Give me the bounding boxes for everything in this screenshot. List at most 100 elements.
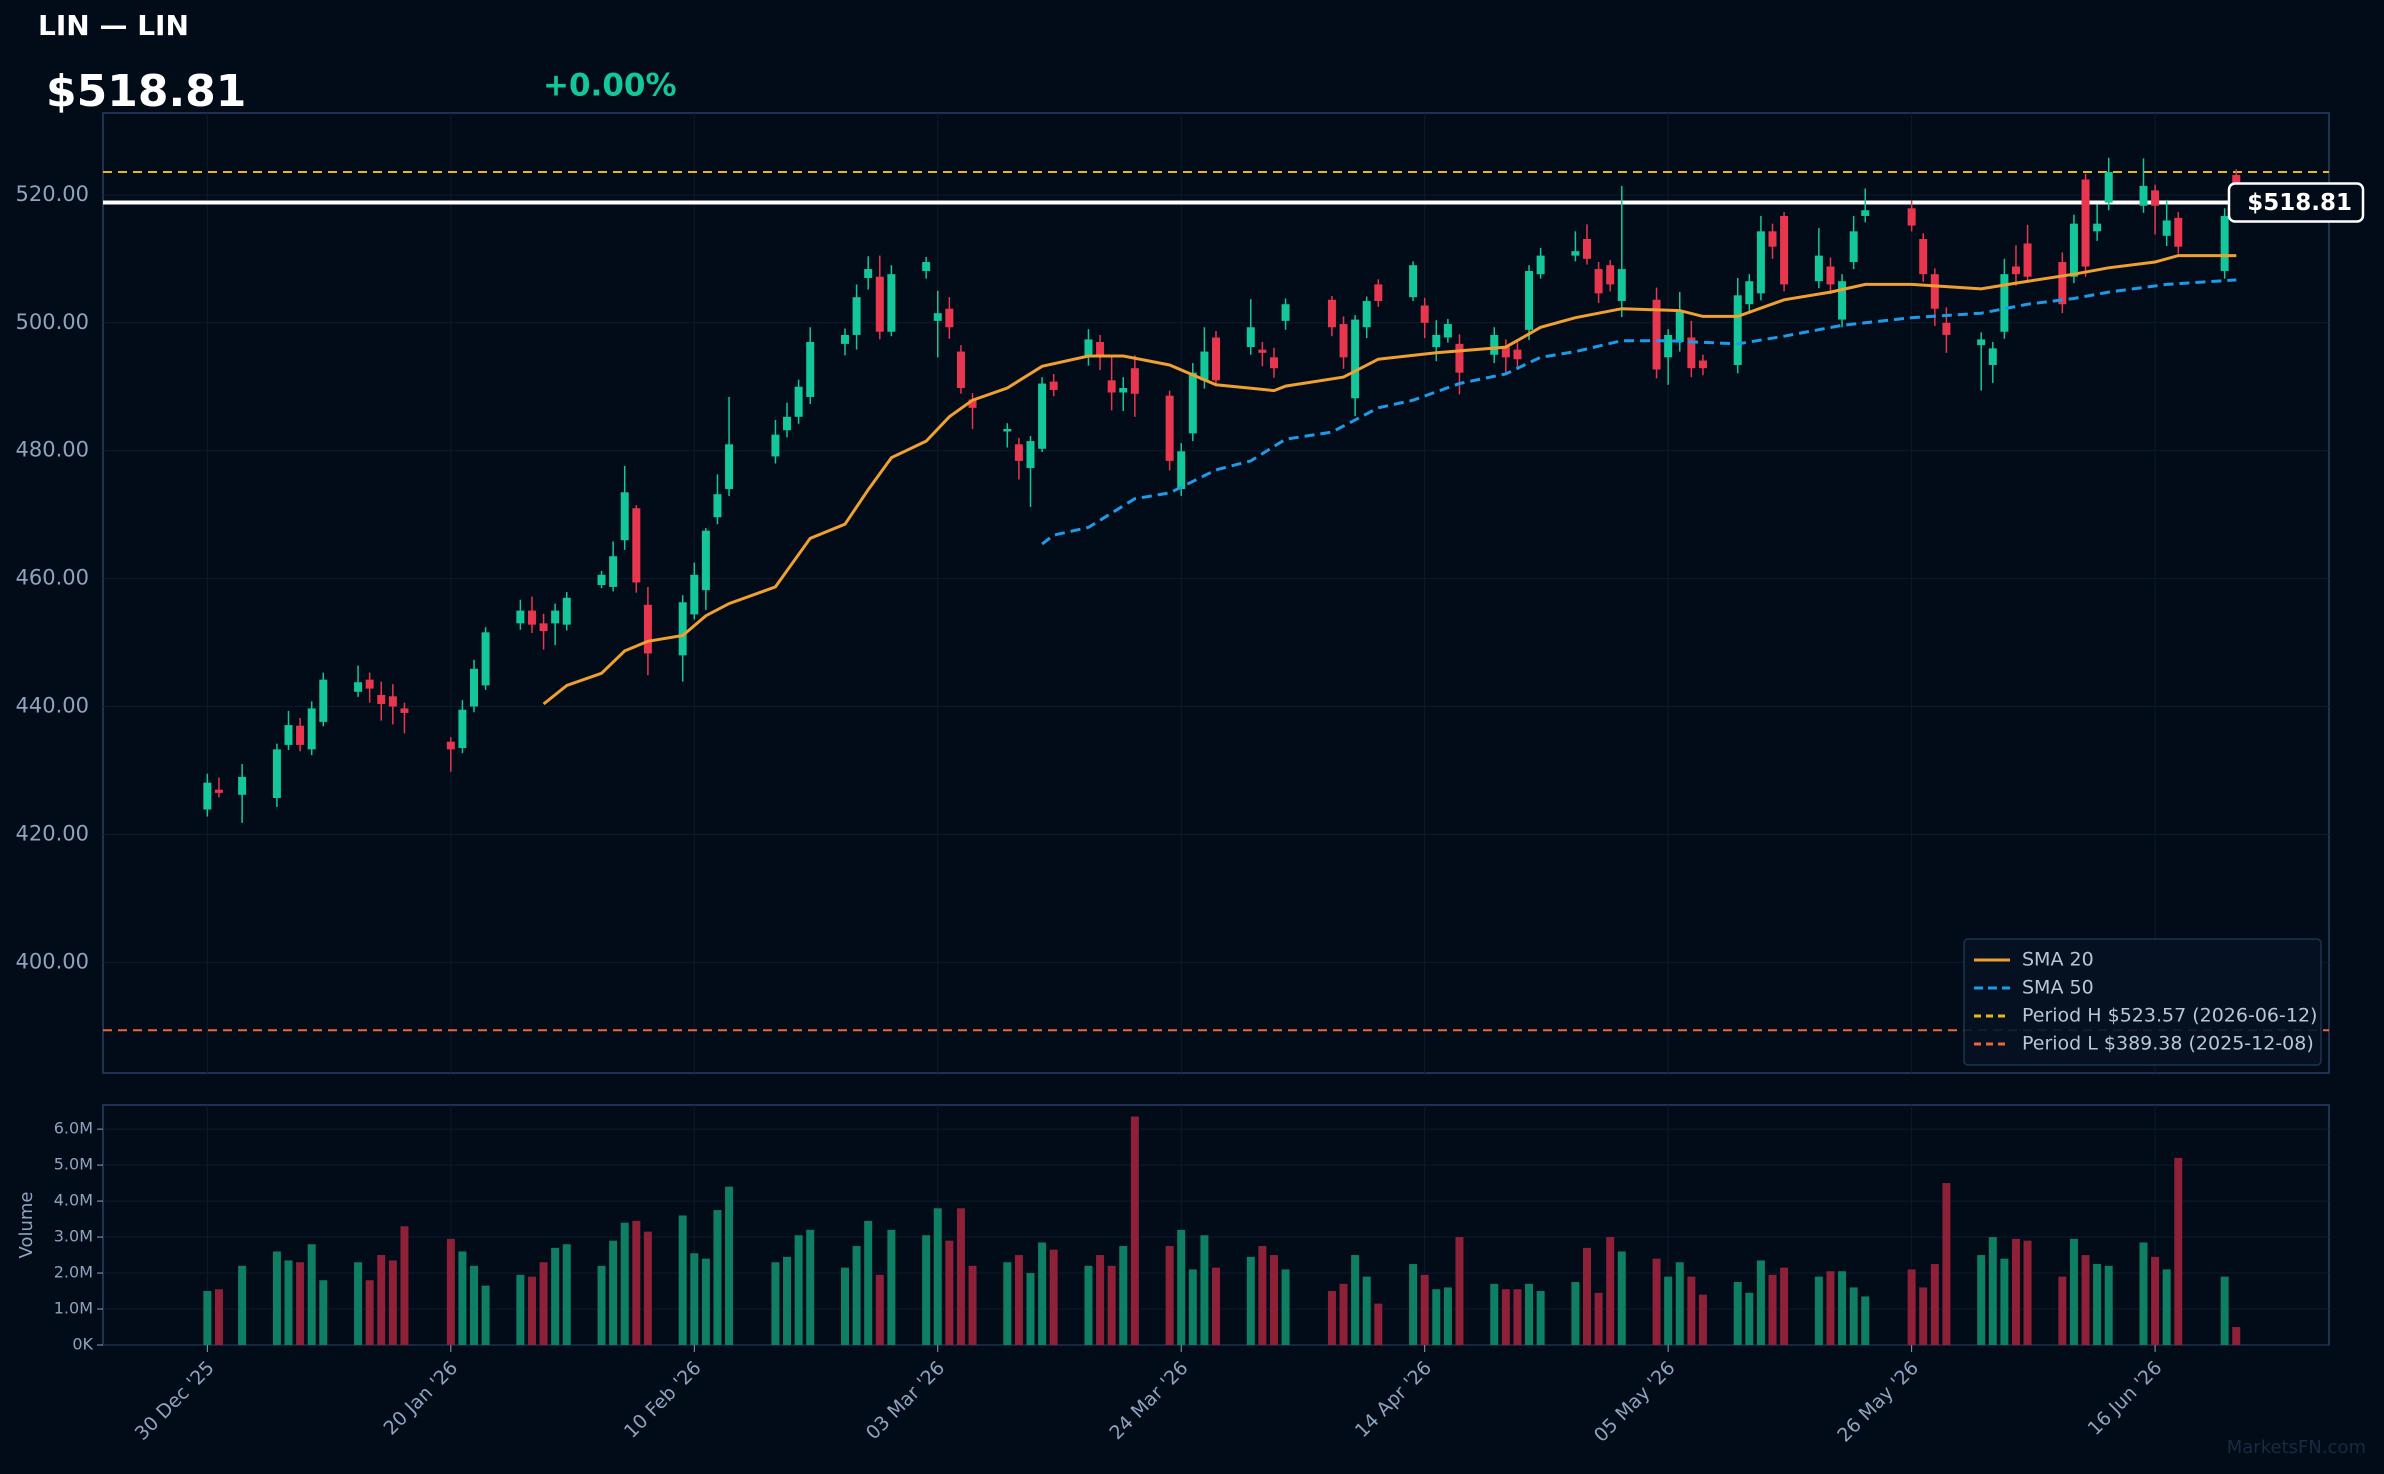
- candle-body: [1258, 349, 1267, 353]
- volume-bar: [841, 1267, 849, 1345]
- volume-bar: [1687, 1276, 1696, 1345]
- volume-bar: [968, 1265, 977, 1345]
- candle-body: [933, 313, 942, 321]
- volume-bar: [1919, 1287, 1928, 1345]
- candle-body: [400, 708, 409, 713]
- candle-body: [1212, 337, 1220, 381]
- candle-body: [354, 682, 363, 692]
- candle-body: [1420, 305, 1429, 323]
- volume-bar: [2232, 1327, 2241, 1345]
- candle-body: [2104, 172, 2113, 203]
- volume-bar: [527, 1276, 536, 1345]
- volume-bar: [1977, 1255, 1986, 1345]
- candle-body: [377, 695, 386, 704]
- candle-body: [1617, 269, 1626, 302]
- volume-tick-label: 4.0M: [54, 1191, 93, 1210]
- volume-bar: [1339, 1283, 1348, 1345]
- candle-body: [1907, 208, 1916, 226]
- volume-bar: [1432, 1289, 1441, 1345]
- candle-body: [272, 749, 281, 798]
- volume-tick-label: 2.0M: [54, 1263, 93, 1282]
- watermark: MarketsFN.com: [2227, 1437, 2366, 1458]
- volume-bar: [1269, 1255, 1278, 1345]
- candle-body: [1014, 444, 1023, 461]
- volume-bar: [887, 1229, 896, 1345]
- candle-body: [1768, 231, 1777, 247]
- volume-bar: [284, 1260, 293, 1345]
- volume-bar: [1675, 1262, 1684, 1345]
- candle-body: [2151, 190, 2160, 206]
- candle-body: [1130, 368, 1139, 394]
- candle-body: [632, 508, 641, 583]
- candle-body: [2000, 274, 2009, 332]
- volume-bar: [562, 1244, 571, 1345]
- volume-bar: [1084, 1265, 1093, 1345]
- candle-body: [968, 399, 977, 408]
- volume-bar: [319, 1280, 328, 1345]
- ticker-title: LIN — LIN: [38, 9, 189, 42]
- volume-bar: [1861, 1296, 1870, 1345]
- price-tag: $518.81: [2247, 190, 2352, 216]
- indicator-line: [1041, 278, 2237, 546]
- volume-bar: [725, 1186, 734, 1345]
- volume-bar: [643, 1231, 652, 1345]
- volume-bar: [933, 1208, 942, 1345]
- candle-body: [562, 597, 571, 625]
- candle-body: [1838, 281, 1847, 320]
- y-tick-label: 520.00: [16, 182, 89, 206]
- volume-bar: [1942, 1183, 1951, 1345]
- volume-bar: [875, 1274, 884, 1345]
- candle-body: [1513, 349, 1522, 360]
- volume-bar: [678, 1215, 687, 1345]
- indicator-line: [542, 254, 2237, 706]
- legend-box: [1963, 938, 2322, 1066]
- volume-bar: [516, 1274, 525, 1345]
- candle-body: [1698, 360, 1707, 369]
- candle-body: [1096, 341, 1105, 358]
- candle-body: [794, 386, 803, 417]
- volume-bar: [1756, 1260, 1765, 1345]
- candle-body: [1443, 324, 1452, 338]
- candle-body: [1177, 451, 1186, 490]
- volume-bar: [1014, 1255, 1023, 1345]
- candle-body: [1919, 238, 1928, 275]
- candle-body: [1571, 251, 1580, 256]
- candle-body: [783, 416, 792, 431]
- candle-body: [2069, 223, 2078, 277]
- candle-body: [875, 276, 884, 332]
- volume-bar: [690, 1253, 699, 1345]
- candle-body: [1188, 372, 1197, 434]
- volume-bar: [1246, 1256, 1255, 1345]
- candle-body: [678, 602, 687, 656]
- candle-body: [1327, 299, 1336, 328]
- volume-bar: [388, 1260, 397, 1345]
- volume-bar: [470, 1265, 478, 1345]
- price-change: +0.00%: [543, 68, 677, 104]
- volume-bar: [1501, 1289, 1510, 1345]
- candle-body: [1606, 265, 1615, 285]
- volume-bar: [1571, 1282, 1580, 1345]
- volume-bar: [238, 1265, 247, 1345]
- volume-tick-label: 5.0M: [54, 1155, 93, 1174]
- volume-bar: [1988, 1237, 1997, 1345]
- volume-tick-label: 1.0M: [54, 1299, 93, 1318]
- candle-body: [1756, 231, 1765, 294]
- candle-body: [365, 679, 374, 689]
- candle-body: [1490, 334, 1499, 355]
- volume-bar: [1119, 1246, 1128, 1345]
- candle-body: [296, 725, 305, 745]
- volume-bar: [272, 1251, 281, 1345]
- volume-bar: [1049, 1249, 1058, 1345]
- candle-body: [1281, 304, 1290, 321]
- volume-bar: [632, 1220, 641, 1345]
- volume-bar: [1536, 1291, 1545, 1345]
- volume-bar: [2104, 1265, 2113, 1345]
- volume-bar: [597, 1265, 606, 1345]
- volume-bar: [1606, 1237, 1615, 1345]
- volume-bar: [539, 1262, 548, 1345]
- candle-body: [214, 789, 223, 793]
- volume-bar: [2139, 1242, 2148, 1345]
- candle-body: [1814, 255, 1823, 282]
